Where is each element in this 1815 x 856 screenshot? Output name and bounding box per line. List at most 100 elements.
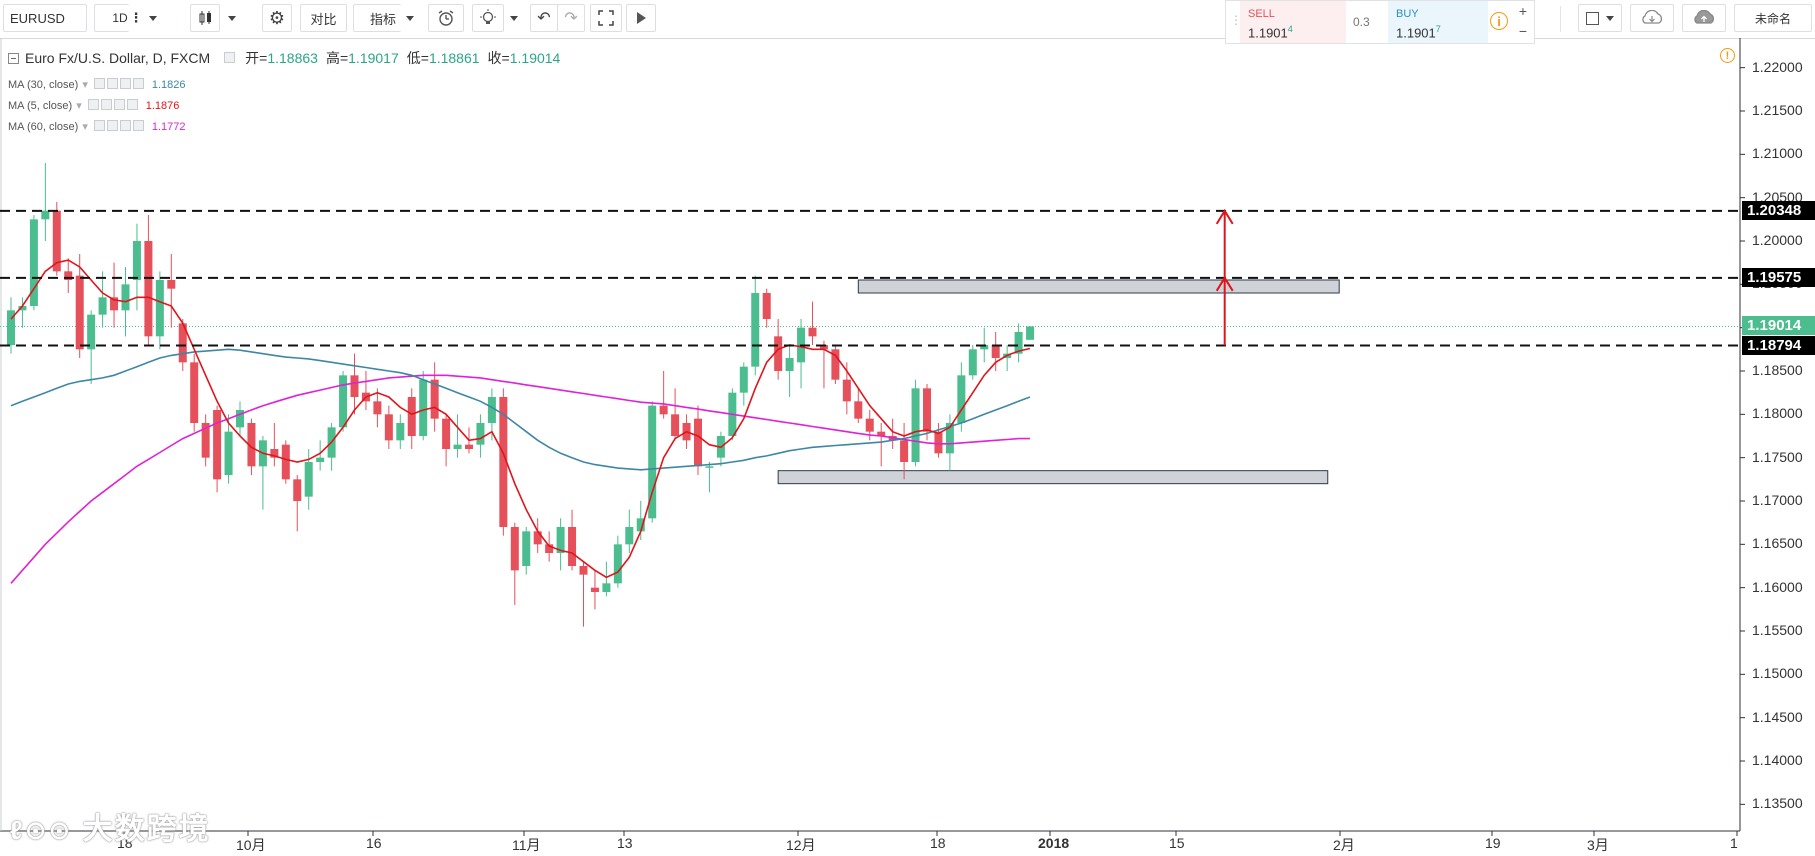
candle-body [110,297,119,311]
cloud-load-button[interactable] [1630,4,1674,32]
candle-body [968,349,977,376]
symbol-search-input[interactable]: EURUSD [3,4,87,32]
candle-body [762,293,771,319]
time-tick-label: 10月 [236,837,266,853]
ma30-controls[interactable] [93,77,146,92]
layout-name-button[interactable]: 未命名 [1734,4,1812,32]
chevron-down-icon[interactable]: ▾ [76,100,82,112]
candle-body [613,544,622,584]
ma5-controls[interactable] [87,98,140,113]
square-icon [1586,11,1599,25]
price-tick-label: 1.14500 [1752,708,1803,725]
eye-icon[interactable] [224,50,237,66]
price-tick-label: 1.20500 [1752,188,1803,205]
ideas-button[interactable] [472,4,504,32]
lightbulb-icon [480,9,496,24]
price-tick-label: 1.16000 [1752,578,1803,595]
legend-ma60: MA (60, close) ▾ 1.1772 [8,116,560,137]
legend-ma5: MA (5, close) ▾ 1.1876 [8,95,560,116]
drag-handle-icon[interactable]: ⋮ [1230,13,1242,27]
trade-panel: ⋮ SELL 1.19014 0.3 BUY 1.19017 i + − [1225,0,1535,44]
replay-button[interactable] [626,4,656,32]
sell-button[interactable]: SELL 1.19014 [1240,1,1346,43]
candle-body [590,587,599,592]
time-tick-label: 13 [617,835,633,851]
undo-button[interactable]: ↶ [530,4,558,32]
low-value: 1.18861 [428,50,480,66]
candle-body [487,397,496,423]
ma60-value: 1.1772 [151,120,186,133]
time-tick-label: 12月 [786,837,816,853]
settings-button[interactable]: ⚙ [262,4,292,32]
candle-body [384,414,393,441]
info-icon[interactable]: i [1490,12,1508,30]
candle-body [533,531,542,545]
candle-body [236,410,244,428]
buy-button[interactable]: BUY 1.19017 [1388,1,1488,43]
candle-body [144,241,153,337]
candle-body [407,397,416,436]
candle-body [132,241,141,280]
open-label: 开= [245,50,268,66]
redo-button[interactable]: ↷ [557,4,585,32]
compare-button[interactable]: 对比 [300,4,347,32]
time-tick-label: 19 [1485,835,1501,851]
alarm-clock-icon [438,10,454,26]
minus-icon[interactable]: − [1518,23,1528,39]
candle-body [751,293,760,367]
candle-body [419,379,428,436]
chart-style-dropdown[interactable] [222,4,242,32]
candle-body [819,345,828,350]
alert-button[interactable] [428,4,464,32]
chevron-down-icon [1606,15,1614,21]
chart-style-button[interactable] [190,4,220,32]
price-tick-label: 1.17000 [1752,492,1803,508]
layout-name: 未命名 [1754,11,1791,26]
close-label: 收= [487,50,510,66]
ma60-controls[interactable] [93,119,146,134]
candle-body [75,275,84,350]
chevron-down-icon[interactable]: ▾ [82,79,88,91]
plus-icon[interactable]: + [1518,3,1528,19]
layout-button[interactable] [1578,4,1622,32]
candle-body [865,418,874,432]
compare-label: 对比 [310,11,337,27]
price-tick-label: 1.14000 [1752,752,1803,768]
chevron-down-icon[interactable]: ▾ [82,121,88,133]
time-tick-label: 11月 [512,837,541,853]
candle-body [671,414,680,436]
low-label: 低= [406,50,429,66]
watermark-text: 大数跨境 [82,813,211,846]
candle-body [121,284,130,311]
cloud-save-button[interactable] [1682,4,1726,32]
candle-body [774,336,783,371]
collapse-icon[interactable] [8,52,19,64]
price-chart[interactable] [0,38,1815,856]
legend-main-series: Euro Fx/U.S. Dollar, D, FXCM 开= 1.18863 高… [8,48,560,68]
candle-body [785,358,794,371]
symbol-text: EURUSD [10,10,65,26]
ideas-dropdown[interactable] [504,4,524,32]
interval-more-button[interactable]: ⋮ [128,4,158,32]
time-tick-label: 16 [366,835,382,851]
candle-body [281,444,290,480]
time-tick-label: 18 [117,835,133,851]
candle-body [739,366,748,393]
candle-body [167,280,176,289]
price-tick-label: 1.22000 [1752,58,1803,75]
candle-body [87,314,96,350]
cloud-download-icon [1642,10,1663,24]
fullscreen-button[interactable] [590,4,622,32]
time-tick-label: 15 [1169,835,1185,851]
chevron-down-icon [148,15,157,21]
spread-value: 0.3 [1353,15,1370,29]
candle-body [190,362,199,423]
time-tick-label: 1 [1730,835,1738,851]
fullscreen-icon [598,10,614,26]
indicators-dropdown[interactable] [400,4,420,32]
candle-body [522,531,531,566]
candle-body [41,210,50,220]
warning-icon[interactable]: ! [1720,48,1735,63]
candles-icon [199,11,211,25]
candle-body [430,379,439,419]
